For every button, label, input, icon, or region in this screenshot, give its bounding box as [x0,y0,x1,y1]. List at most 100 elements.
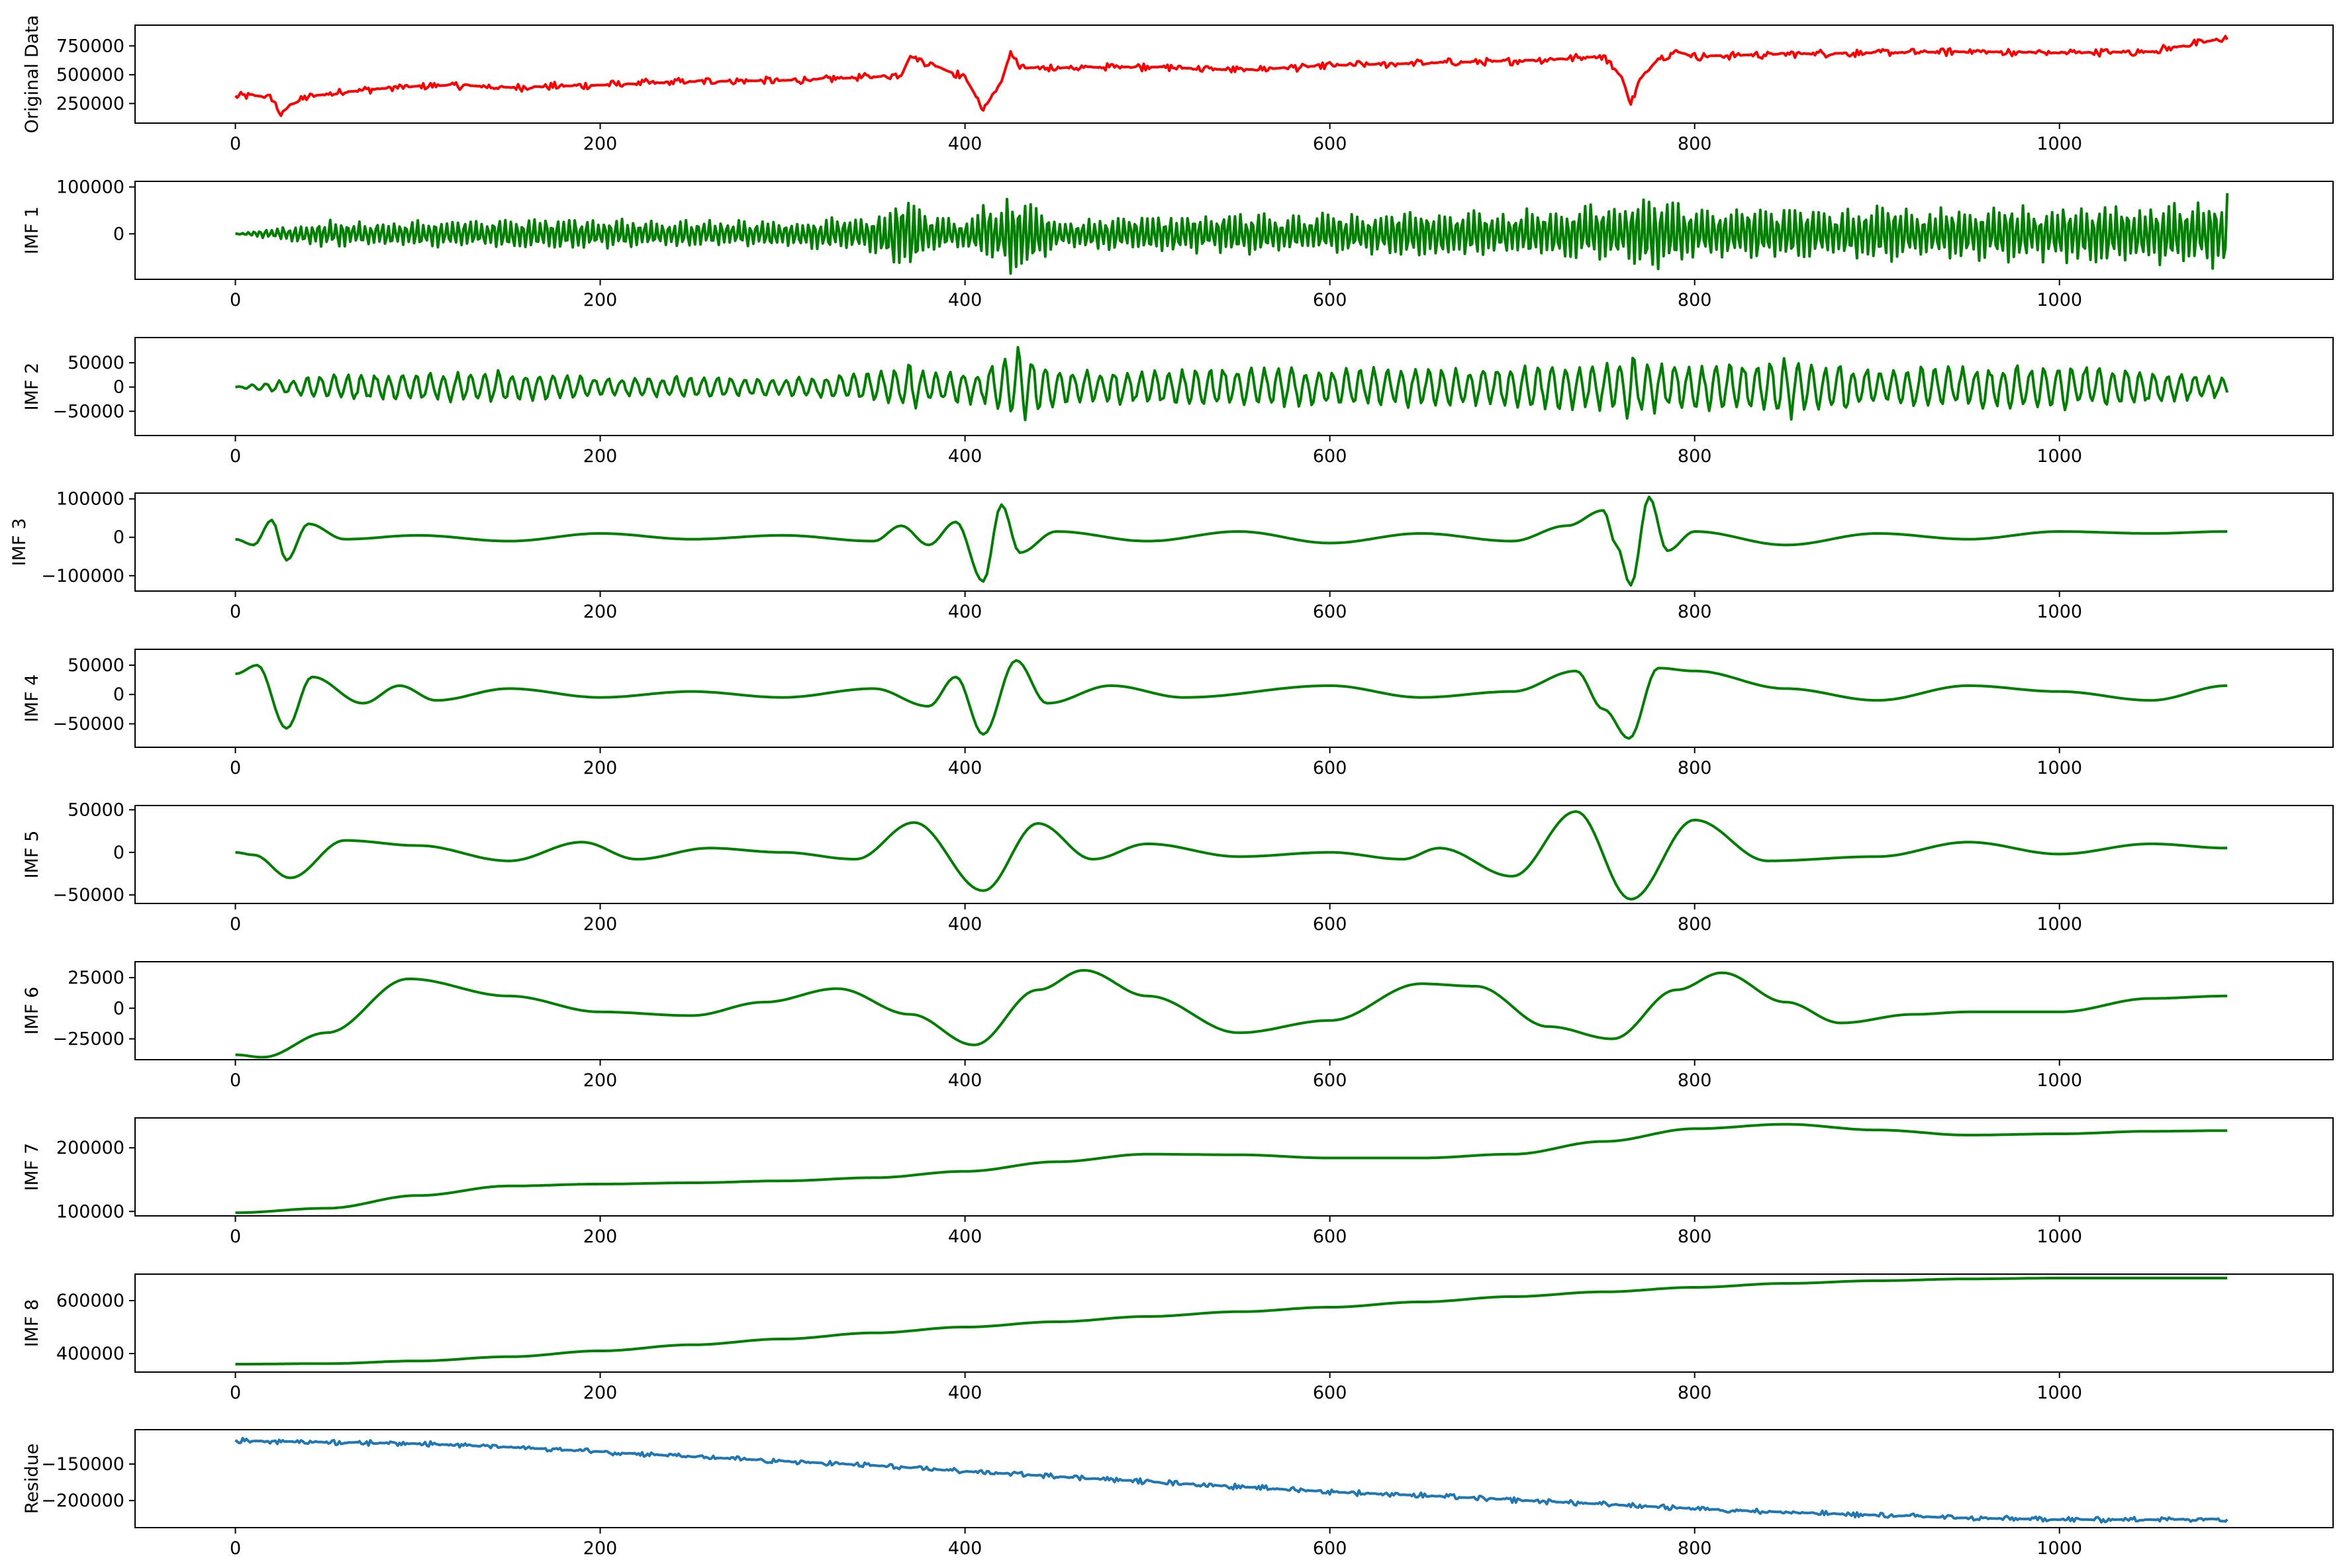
axes-frame [134,805,2334,904]
y-tick-label: −25000 [52,1029,124,1050]
x-tick-label: 400 [948,914,982,935]
x-tick-label: 400 [948,1226,982,1247]
y-axis-title: IMF 4 [22,674,42,723]
axes-frame [134,1429,2334,1528]
x-tick-label: 600 [1313,758,1347,778]
x-tick-label: 1000 [2036,914,2082,935]
subplot-9: 0 200 400 600 800 1000 400000 600000 IMF 8 [22,1273,2334,1403]
x-tick-label: 600 [1313,1226,1347,1247]
y-axis-title: IMF 3 [9,518,30,567]
y-tick-label: 50000 [68,655,124,676]
x-tick-label: 200 [583,1070,618,1091]
x-tick-label: 800 [1678,290,1712,310]
axes-frame [134,961,2334,1060]
y-axis-title: IMF 6 [22,987,42,1035]
y-tick-label: 50000 [68,800,124,820]
axes-frame [134,181,2334,280]
x-tick-label: 800 [1678,1538,1712,1559]
y-tick-label: −100000 [41,566,124,586]
y-tick-label: −50000 [52,401,124,422]
x-tick-label: 400 [948,1070,982,1091]
x-tick-label: 200 [583,914,618,935]
x-tick-label: 0 [230,914,241,935]
x-tick-label: 1000 [2036,1070,2082,1091]
series-line-3-1 [235,346,2229,422]
x-tick-label: 400 [948,758,982,778]
x-tick-label: 200 [583,1538,618,1559]
x-tick-label: 400 [948,1383,982,1403]
x-tick-label: 400 [948,1538,982,1559]
y-tick-label: 100000 [56,1201,124,1222]
x-tick-label: 600 [1313,602,1347,622]
subplot-3: 0 200 400 600 800 1000 −50000 0 50000 IMF 2 [22,337,2334,467]
x-tick-label: 800 [1678,758,1712,778]
x-tick-label: 1000 [2036,1538,2082,1559]
y-axis-title: IMF 1 [22,207,42,255]
y-axis-title: Residue [22,1444,42,1514]
x-tick-label: 1000 [2036,446,2082,467]
x-tick-label: 0 [230,1226,241,1247]
x-tick-label: 0 [230,1070,241,1091]
series-line-4-1 [235,495,2228,587]
x-tick-label: 1000 [2036,1383,2082,1403]
y-axis-title: Original Data [22,15,42,134]
x-tick-label: 600 [1313,290,1347,310]
series-line-7-1 [235,969,2228,1059]
subplot-7: 0 200 400 600 800 1000 −25000 0 25000 IMF 6 [22,961,2334,1091]
series-line-5-1 [235,659,2228,740]
x-tick-label: 400 [948,134,982,154]
x-tick-label: 200 [583,758,618,778]
y-tick-label: 750000 [56,36,124,56]
series-line-6-1 [235,810,2228,901]
y-tick-label: 0 [113,224,124,244]
x-tick-label: 400 [948,602,982,622]
y-tick-label: −50000 [52,714,124,735]
y-tick-label: 600000 [56,1291,124,1311]
subplot-4: 0 200 400 600 800 1000 −100000 0 100000 IMF 3 [9,489,2334,622]
y-tick-label: −200000 [41,1491,124,1511]
x-tick-label: 400 [948,290,982,310]
x-tick-label: 1000 [2036,758,2082,778]
y-tick-label: 100000 [56,177,124,197]
series-line-9-1 [235,1277,2228,1365]
y-tick-label: 100000 [56,489,124,510]
series-line-8-1 [235,1123,2228,1215]
axes-frame [134,1117,2334,1217]
subplot-8: 0 200 400 600 800 1000 100000 200000 IMF 7 [22,1117,2334,1247]
x-tick-label: 800 [1678,1383,1712,1403]
x-tick-label: 0 [230,134,241,154]
y-tick-label: 0 [113,998,124,1019]
y-tick-label: 0 [113,684,124,705]
subplot-panels: 0 200 400 600 800 1000250000500000750000Origi… [9,15,2334,1559]
y-tick-label: 200000 [56,1138,124,1158]
y-tick-label: 250000 [56,93,124,114]
subplot-1: 0 200 400 600 800 1000 250000 500000 750000 Origi… [22,15,2334,154]
x-tick-label: 0 [230,602,241,622]
x-tick-label: 0 [230,758,241,778]
x-tick-label: 600 [1313,1538,1347,1559]
y-tick-label: 0 [113,528,124,548]
y-axis-title: IMF 7 [22,1143,42,1191]
x-tick-label: 1000 [2036,290,2082,310]
series-line-10-1 [234,1436,2228,1524]
y-tick-label: 25000 [68,968,124,988]
x-tick-label: 600 [1313,914,1347,935]
x-tick-label: 200 [583,290,618,310]
y-tick-label: 0 [113,843,124,863]
x-tick-label: 1000 [2036,1226,2082,1247]
y-tick-label: 0 [113,377,124,398]
x-tick-label: 600 [1313,1070,1347,1091]
x-tick-label: 0 [230,1538,241,1559]
y-axis-title: IMF 8 [22,1299,42,1348]
series-line-2-1 [235,193,2229,275]
y-tick-label: −50000 [52,885,124,905]
x-tick-label: 600 [1313,134,1347,154]
x-tick-label: 1000 [2036,602,2082,622]
subplot-6: 0 200 400 600 800 1000 −50000 0 50000 IMF 5 [22,800,2334,935]
y-axis-title: IMF 5 [22,831,42,879]
y-tick-label: 400000 [56,1344,124,1364]
x-tick-label: 200 [583,446,618,467]
